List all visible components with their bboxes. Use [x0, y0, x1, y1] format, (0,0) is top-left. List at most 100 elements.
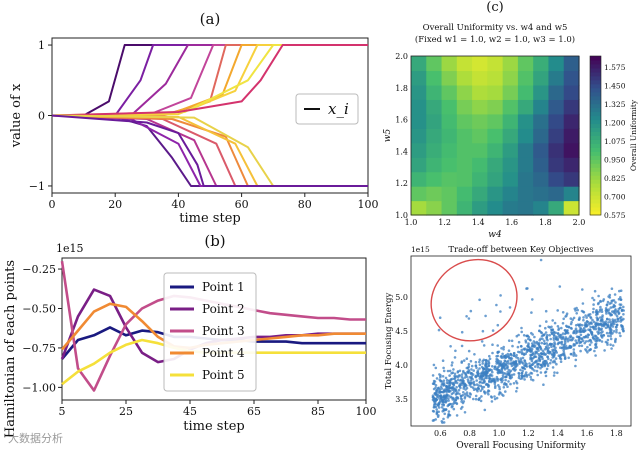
scatter-point	[591, 336, 595, 340]
heatmap-cell	[411, 171, 427, 187]
scatter-point	[531, 378, 535, 382]
scatter-point	[539, 348, 543, 351]
plot-frame-b	[61, 257, 367, 401]
scatter-point	[500, 366, 504, 370]
scatter-point	[486, 367, 489, 370]
scatter-point	[440, 398, 444, 402]
scatter-point	[483, 408, 487, 412]
scatter-point	[435, 389, 438, 393]
heatmap-cell	[517, 113, 534, 129]
scatter-point	[566, 329, 569, 332]
scatter-point	[526, 348, 529, 352]
scatter-point	[530, 359, 534, 363]
scatter-point	[487, 362, 491, 365]
scatter-point	[600, 334, 603, 338]
scatter-point	[488, 379, 491, 383]
scatter-point	[566, 339, 570, 343]
heatmap-cell	[502, 128, 519, 144]
scatter-point	[589, 339, 593, 342]
scatter-point	[469, 372, 473, 375]
scatter-point	[589, 348, 592, 351]
scatter-point	[461, 401, 465, 405]
scatter-point	[458, 392, 461, 396]
panel-label-c: (c)	[486, 0, 503, 15]
heatmap-cell	[472, 70, 488, 86]
scatter-point	[505, 382, 508, 386]
scatter-point	[459, 394, 463, 398]
heatmap-cell	[487, 113, 504, 129]
scatter-point	[512, 382, 516, 385]
scatter-point	[452, 383, 456, 387]
y-axis-label-d: Total Focusing Energy	[384, 293, 394, 390]
scatter-point	[611, 323, 614, 326]
scatter-point	[519, 357, 523, 360]
scatter-point	[552, 354, 555, 358]
scatter-point	[613, 304, 617, 308]
scatter-point	[620, 308, 624, 312]
scatter-point	[572, 348, 576, 351]
scatter-point	[499, 310, 502, 313]
scatter-point	[584, 340, 588, 343]
heatmap-cell	[472, 157, 488, 173]
heatmap-cell	[441, 128, 458, 144]
y-tick-label-c: 2.0	[395, 52, 408, 61]
heatmap-cell	[502, 56, 519, 72]
scatter-point	[601, 315, 604, 319]
heatmap-cell	[563, 99, 580, 115]
scatter-point	[455, 385, 458, 389]
scatter-point	[578, 337, 582, 340]
scatter-point	[574, 339, 577, 342]
scatter-point	[476, 389, 479, 393]
scatter-point	[594, 354, 597, 357]
heatmap-cell	[441, 186, 458, 202]
scatter-point	[622, 305, 625, 309]
scatter-point	[525, 375, 529, 378]
scatter-point	[512, 373, 516, 376]
scatter-point	[496, 368, 500, 372]
chart-c-svg: (c) Overall Uniformity vs. w4 and w5(Fixe…	[383, 0, 638, 240]
scatter-point	[564, 331, 568, 335]
scatter-point	[581, 339, 585, 342]
scatter-point	[598, 310, 601, 313]
scatter-point	[580, 323, 584, 327]
colorbar-segment	[590, 63, 601, 69]
scatter-point	[578, 344, 581, 348]
scatter-point	[472, 382, 476, 386]
scatter-point	[496, 371, 500, 374]
scatter-point	[515, 386, 519, 390]
heatmap-cell	[517, 171, 534, 187]
scatter-point	[504, 390, 507, 393]
scatter-point	[533, 360, 537, 364]
colorbar-segment	[590, 199, 601, 204]
scatter-point	[478, 358, 482, 361]
scatter-point	[611, 325, 615, 328]
scatter-point	[575, 306, 578, 310]
scatter-point	[480, 385, 484, 389]
scatter-point	[442, 417, 445, 421]
heatmap-cell	[548, 200, 565, 216]
scatter-point	[453, 372, 457, 376]
scatter-point	[593, 349, 596, 353]
heatmap-cell	[533, 142, 550, 158]
scatter-point	[614, 320, 618, 323]
scatter-point	[474, 360, 478, 364]
scatter-point	[531, 363, 534, 366]
y-axis-label-c: w5	[383, 129, 393, 143]
heatmap-cell	[411, 157, 427, 173]
scatter-point	[470, 368, 473, 371]
colorbar-segment	[590, 87, 601, 93]
scatter-point	[555, 335, 558, 339]
scatter-point	[499, 355, 503, 358]
scatter-point	[507, 368, 511, 372]
heatmap-cell	[563, 56, 580, 72]
scatter-point	[431, 398, 435, 402]
heatmap-cell	[533, 113, 550, 129]
scatter-point	[545, 342, 548, 345]
scatter-point	[478, 381, 481, 384]
scatter-point	[456, 370, 460, 373]
scatter-point	[539, 258, 543, 262]
legend-label-b: Point 4	[202, 346, 245, 360]
scatter-point	[567, 356, 570, 360]
x-tick-label-d: 1.8	[610, 429, 623, 438]
scatter-point	[499, 294, 502, 297]
